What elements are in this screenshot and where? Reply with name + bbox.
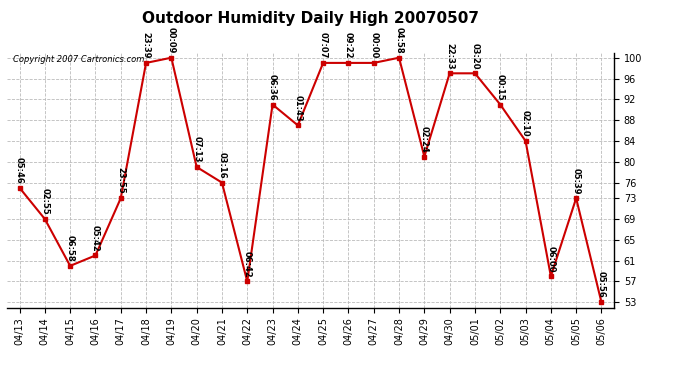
Text: 01:43: 01:43 <box>293 94 302 121</box>
Text: 00:09: 00:09 <box>167 27 176 54</box>
Text: 05:56: 05:56 <box>597 272 606 298</box>
Text: 09:22: 09:22 <box>344 32 353 59</box>
Text: 02:10: 02:10 <box>521 110 530 137</box>
Text: 03:20: 03:20 <box>471 43 480 69</box>
Text: 02:55: 02:55 <box>40 188 50 215</box>
Text: 00:00: 00:00 <box>369 32 378 59</box>
Text: 06:36: 06:36 <box>268 74 277 100</box>
Text: 23:55: 23:55 <box>116 167 126 194</box>
Text: 07:13: 07:13 <box>192 136 201 163</box>
Text: Copyright 2007 Cartronics.com: Copyright 2007 Cartronics.com <box>13 55 144 64</box>
Text: Outdoor Humidity Daily High 20070507: Outdoor Humidity Daily High 20070507 <box>142 11 479 26</box>
Text: 06:58: 06:58 <box>66 235 75 262</box>
Text: 06:42: 06:42 <box>243 251 252 278</box>
Text: 05:42: 05:42 <box>91 225 100 251</box>
Text: 22:33: 22:33 <box>445 42 454 69</box>
Text: 04:58: 04:58 <box>395 27 404 54</box>
Text: 05:39: 05:39 <box>571 168 581 194</box>
Text: 06:00: 06:00 <box>546 246 555 272</box>
Text: 05:46: 05:46 <box>15 157 24 184</box>
Text: 07:07: 07:07 <box>319 32 328 59</box>
Text: 03:16: 03:16 <box>217 152 226 178</box>
Text: 23:39: 23:39 <box>141 32 150 59</box>
Text: 00:15: 00:15 <box>495 74 505 100</box>
Text: 02:24: 02:24 <box>420 126 429 152</box>
